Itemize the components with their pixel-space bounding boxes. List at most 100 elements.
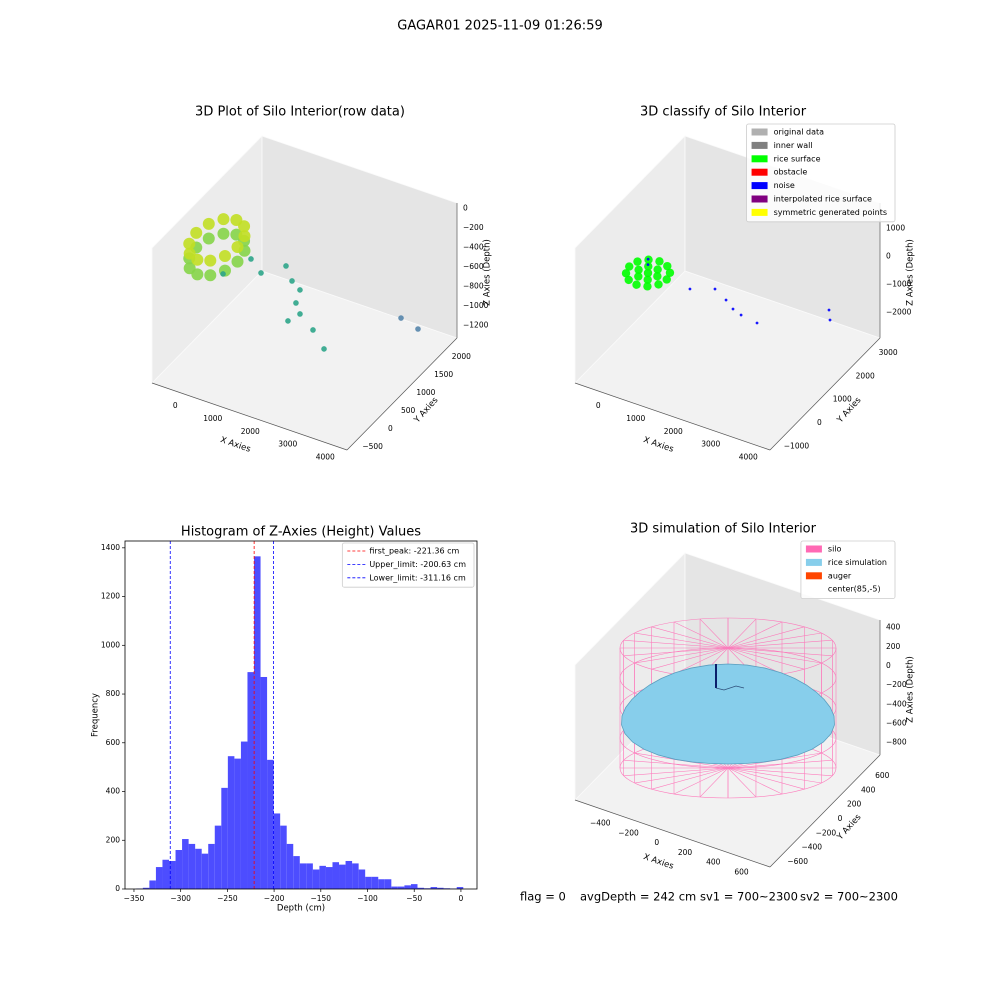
z-tick-label: −1200	[463, 320, 489, 329]
y-tick-label: 1000	[833, 395, 852, 404]
x-tick-label: 3000	[701, 440, 720, 449]
chart-title: 3D Plot of Silo Interior(row data)	[195, 105, 405, 120]
data-point	[828, 318, 832, 322]
x-tick-label: 0	[173, 401, 178, 410]
z-tick-label: −400	[886, 699, 907, 708]
z-tick-label: −600	[463, 262, 484, 271]
wire-spoke	[634, 767, 729, 784]
wire-spoke	[727, 767, 805, 790]
legend: silo rice simulation auger center(85,-5)	[800, 540, 896, 599]
histogram-bar	[188, 843, 196, 889]
histogram-bar	[254, 556, 261, 889]
legend: first_peak: -221.36 cm Upper_limit: -200.…	[341, 542, 475, 588]
z-tick-label: −800	[463, 281, 484, 290]
data-point	[217, 213, 230, 226]
z-axis-label: Z Axies (Depth)	[906, 239, 916, 306]
histogram-bar	[273, 813, 281, 889]
histogram-bar	[430, 887, 438, 889]
chart-title: 3D classify of Silo Interior	[640, 105, 807, 120]
x-tick-label: 4000	[316, 453, 335, 462]
z-tick-label: 400	[886, 623, 901, 632]
z-tick-label: 1000	[886, 223, 905, 232]
legend-label: Lower_limit: -311.16 cm	[369, 573, 466, 582]
data-point	[646, 263, 650, 266]
y-tick-label: −600	[787, 857, 808, 866]
x-tick-label: 0	[459, 894, 464, 903]
histogram-bar	[260, 676, 268, 889]
wire-spoke	[727, 647, 783, 675]
data-point	[653, 265, 662, 274]
histogram-bar	[247, 672, 255, 889]
y-tick-label: 400	[861, 785, 876, 794]
data-point	[190, 226, 203, 239]
auger-trace	[715, 685, 745, 691]
histogram-bar	[378, 879, 385, 889]
x-tick-label: 0	[596, 401, 601, 410]
histogram-bar	[149, 880, 156, 889]
histogram-bar	[417, 887, 425, 889]
data-point	[220, 271, 226, 277]
data-point	[655, 257, 664, 266]
x-tick-label: −200	[264, 894, 285, 903]
x-tick-label: 600	[734, 867, 749, 876]
histogram-bar	[234, 758, 241, 889]
y-tick-label: 0	[388, 424, 393, 433]
histogram-bar	[391, 886, 398, 889]
data-point	[621, 269, 631, 278]
z-tick-label: −800	[886, 738, 907, 747]
x-tick-label: 400	[706, 858, 721, 867]
wire-spoke	[727, 767, 783, 795]
z-tick-label: 0	[463, 203, 468, 212]
y-tick-label: 200	[106, 835, 121, 844]
x-tick-label: −200	[618, 828, 639, 837]
histogram-bar	[312, 869, 320, 889]
x-tick-label: 1000	[203, 414, 222, 423]
legend-label: obstacle	[774, 168, 808, 177]
z-axis-label: Z Axies (Depth)	[483, 239, 493, 306]
y-tick-label: 800	[106, 689, 121, 698]
wire-spoke	[699, 618, 729, 649]
data-point	[827, 308, 831, 312]
y-tick-label: 0	[838, 814, 843, 823]
data-point	[283, 263, 289, 269]
z-tick-label: −2000	[886, 308, 912, 317]
wire-spoke	[651, 767, 729, 790]
wire-spoke	[727, 639, 833, 649]
data-point	[191, 268, 204, 281]
legend-key	[751, 208, 768, 216]
x-tick-label: 2000	[241, 427, 260, 436]
wire-spoke	[623, 639, 729, 649]
y-tick-label: 600	[875, 771, 890, 780]
x-tick-label: −50	[406, 894, 422, 903]
figure-title: GAGAR01 2025-11-09 01:26:59	[397, 19, 602, 34]
wire-spoke	[727, 618, 757, 649]
legend-label: rice simulation	[828, 558, 887, 567]
legend-key	[805, 558, 822, 566]
y-tick-label: 2000	[452, 352, 471, 361]
y-tick-label: 0	[817, 418, 822, 427]
histogram-bar	[208, 843, 215, 889]
histogram-bar	[437, 887, 444, 889]
footer-sv1: sv1 = 700~2300	[700, 890, 798, 904]
y-tick-label: 200	[847, 800, 862, 809]
wire-spoke	[727, 767, 822, 784]
x-axis-label: Depth (cm)	[277, 904, 325, 914]
histogram-bar	[214, 825, 222, 889]
data-point	[248, 256, 254, 262]
legend-label: center(85,-5)	[828, 585, 881, 594]
y-axis-label: Frequency	[91, 693, 101, 737]
histogram-bar	[404, 885, 411, 889]
axis-line	[574, 382, 771, 451]
legend-key	[751, 155, 768, 163]
data-point	[310, 327, 316, 333]
histogram-bar	[345, 860, 353, 889]
data-point	[624, 275, 633, 285]
y-tick-label: −400	[801, 843, 822, 852]
wire-spoke	[651, 626, 729, 649]
data-point	[293, 300, 299, 306]
y-tick-label: 2000	[856, 371, 875, 380]
y-tick-label: −500	[362, 442, 383, 451]
data-point	[632, 280, 641, 289]
histogram-bar	[365, 876, 372, 889]
